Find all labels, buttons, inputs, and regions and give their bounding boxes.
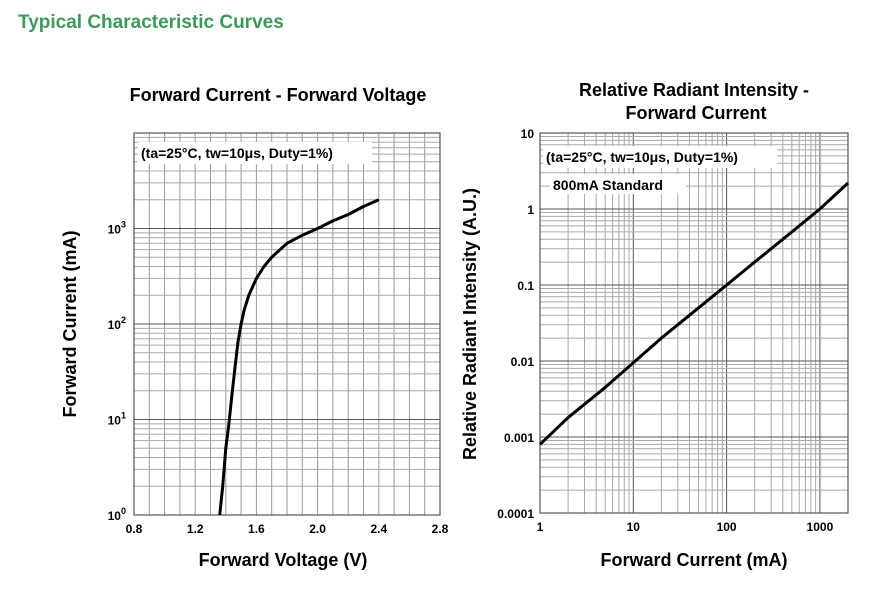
section-title: Typical Characteristic Curves bbox=[18, 12, 284, 33]
ri-y-axis-label: Relative Radiant Intensity (A.U.) bbox=[460, 188, 480, 460]
ri-y-tick-label: 10 bbox=[521, 127, 535, 141]
ri-annotation-standard: 800mA Standard bbox=[553, 177, 663, 193]
fv-series-line bbox=[218, 198, 380, 516]
ri-plot-frame bbox=[539, 132, 849, 514]
fv-chart-title: Forward Current - Forward Voltage bbox=[130, 85, 427, 105]
chart-ri: (ta=25°C, tw=10μs, Duty=1%) 800mA Standar… bbox=[460, 80, 850, 570]
ri-x-tick-label: 1000 bbox=[807, 520, 834, 534]
fv-y-tick-label: 100 bbox=[108, 506, 126, 523]
fv-annotation: (ta=25°C, tw=10μs, Duty=1%) bbox=[141, 145, 333, 161]
chart-fv: (ta=25°C, tw=10μs, Duty=1%) 0.8 1.2 1.6 2.0 2… bbox=[60, 85, 449, 570]
ri-y-tick-label: 0.1 bbox=[517, 279, 534, 293]
ri-annotation-bg bbox=[543, 146, 777, 168]
ri-annotation2-bg bbox=[550, 174, 686, 194]
ri-x-tick-label: 100 bbox=[717, 520, 737, 534]
fv-y-axis-label: Forward Current (mA) bbox=[60, 230, 80, 417]
ri-x-axis-label: Forward Current (mA) bbox=[600, 550, 787, 570]
fv-x-tick-label: 2.0 bbox=[309, 522, 326, 536]
ri-x-tick-label: 10 bbox=[627, 520, 641, 534]
fv-y-tick-label: 101 bbox=[108, 411, 126, 428]
ri-y-tick-label: 1 bbox=[527, 203, 534, 217]
fv-x-tick-label: 2.8 bbox=[432, 522, 449, 536]
fv-x-tick-label: 1.2 bbox=[187, 522, 204, 536]
ri-y-tick-label: 0.01 bbox=[511, 355, 535, 369]
fv-y-tick-label: 103 bbox=[108, 220, 126, 237]
fv-plot-frame bbox=[133, 132, 441, 516]
ri-y-tick-label: 0.001 bbox=[504, 431, 534, 445]
ri-chart-title-line2: Forward Current bbox=[625, 103, 766, 123]
fv-x-tick-label: 0.8 bbox=[126, 522, 143, 536]
fv-x-tick-label: 1.6 bbox=[248, 522, 265, 536]
ri-y-tick-label: 0.0001 bbox=[497, 507, 534, 521]
ri-x-tick-label: 1 bbox=[537, 520, 544, 534]
ri-annotation-conditions: (ta=25°C, tw=10μs, Duty=1%) bbox=[546, 149, 738, 165]
ri-series-line bbox=[538, 181, 850, 446]
fv-y-tick-label: 102 bbox=[108, 315, 126, 332]
ri-chart-title-line1: Relative Radiant Intensity - bbox=[579, 80, 809, 100]
fv-annotation-bg bbox=[138, 142, 372, 164]
fv-x-axis-label: Forward Voltage (V) bbox=[199, 550, 368, 570]
fv-x-tick-label: 2.4 bbox=[370, 522, 387, 536]
